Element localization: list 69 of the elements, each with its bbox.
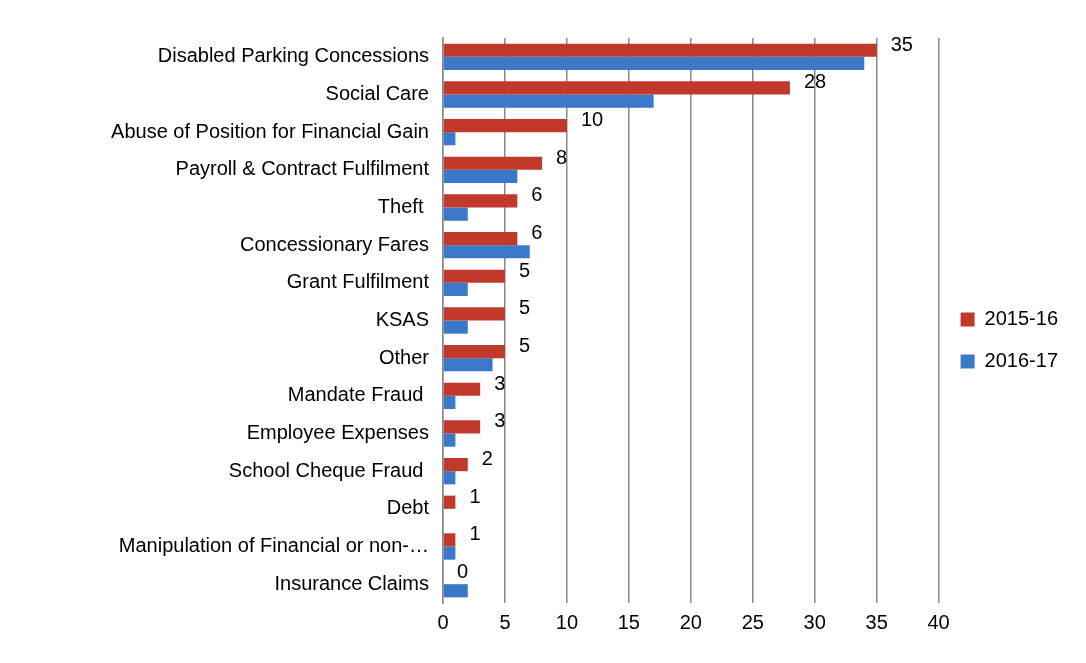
- y-tick-label: Theft: [377, 195, 429, 218]
- y-tick-label: School Cheque Fraud: [228, 458, 429, 481]
- data-label: 2: [481, 447, 493, 470]
- bar: [443, 269, 505, 283]
- data-label: 6: [531, 183, 543, 206]
- data-label: 28: [803, 70, 827, 93]
- y-tick-label: Payroll & Contract Fulfilment: [175, 157, 430, 180]
- y-tick-label: Abuse of Position for Financial Gain: [111, 119, 429, 142]
- bar: [443, 584, 468, 598]
- y-tick-label: Insurance Claims: [274, 571, 429, 594]
- y-tick-label: Manipulation of Financial or non-…: [118, 534, 429, 557]
- y-tick-label: Debt: [386, 496, 430, 519]
- bar: [443, 433, 456, 447]
- bar: [443, 94, 654, 108]
- x-tick-label: 5: [499, 610, 511, 633]
- bar: [443, 358, 493, 372]
- data-label: 5: [518, 258, 531, 281]
- bar: [443, 282, 468, 297]
- bar: [443, 471, 456, 485]
- x-tick-label: 25: [741, 610, 764, 633]
- bar: [443, 118, 567, 133]
- bar: [443, 207, 468, 221]
- data-label: 3: [494, 371, 506, 394]
- data-label: 5: [518, 334, 531, 357]
- x-tick-label: 35: [865, 610, 888, 633]
- data-label: 6: [531, 221, 543, 244]
- bar: [443, 245, 530, 259]
- y-tick-label: KSAS: [375, 308, 429, 331]
- bar: [443, 231, 518, 246]
- bar: [443, 382, 481, 396]
- data-label: 0: [457, 560, 469, 583]
- bar: [443, 132, 456, 146]
- x-tick-label: 20: [679, 610, 702, 633]
- x-tick-label: 10: [555, 610, 579, 633]
- y-tick-label: Social Care: [325, 82, 429, 105]
- bar: [443, 457, 468, 472]
- bar: [443, 156, 543, 170]
- data-label: 1: [469, 522, 481, 545]
- legend-label: 2016-17: [984, 349, 1059, 372]
- bar: [443, 169, 518, 184]
- x-tick-label: 0: [437, 610, 449, 633]
- data-label: 35: [890, 32, 913, 55]
- y-tick-label: Employee Expenses: [246, 421, 429, 444]
- y-tick-label: Other: [378, 345, 430, 368]
- bar: [443, 546, 456, 560]
- bar: [443, 81, 790, 95]
- bar: [443, 307, 505, 321]
- bar: [443, 395, 456, 410]
- legend-label: 2015-16: [984, 307, 1059, 330]
- x-tick-label: 30: [803, 610, 826, 633]
- x-tick-label: 15: [617, 610, 640, 633]
- data-label: 1: [469, 484, 481, 507]
- y-tick-label: Mandate Fraud: [287, 383, 429, 406]
- data-label: 8: [556, 145, 568, 168]
- bar: [443, 533, 456, 547]
- bar: [443, 420, 481, 434]
- x-tick-label: 40: [927, 610, 950, 633]
- bar: [443, 194, 518, 208]
- data-label: 5: [518, 296, 531, 319]
- y-tick-label: Concessionary Fares: [240, 232, 429, 255]
- bar: [443, 320, 468, 334]
- y-tick-label: Grant Fulfilment: [286, 270, 430, 293]
- y-tick-label: Disabled Parking Concessions: [157, 44, 429, 67]
- bar: [443, 56, 865, 71]
- bar: [443, 495, 456, 509]
- data-label: 3: [494, 409, 506, 432]
- bar: [443, 344, 505, 359]
- bar: [443, 43, 877, 57]
- data-label: 10: [580, 108, 604, 131]
